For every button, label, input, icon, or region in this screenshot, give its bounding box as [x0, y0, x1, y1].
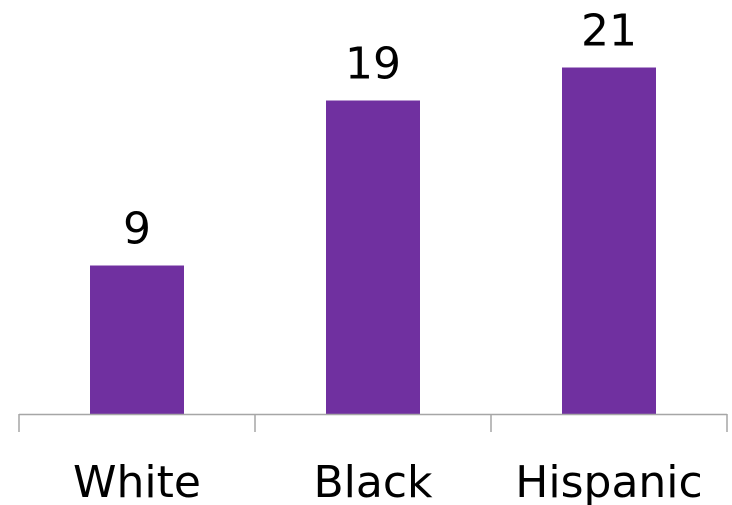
bar-hispanic — [562, 67, 656, 414]
category-label-black: Black — [313, 457, 433, 505]
x-axis — [18, 413, 728, 432]
value-labels-group: 9 19 21 — [123, 6, 637, 255]
data-label-white: 9 — [123, 204, 151, 255]
data-label-black: 19 — [345, 39, 401, 90]
category-label-hispanic: Hispanic — [515, 457, 702, 505]
data-label-hispanic: 21 — [581, 6, 637, 57]
bar-white — [90, 265, 184, 414]
bar-black — [326, 100, 420, 414]
category-labels-group: White Black Hispanic — [73, 457, 703, 505]
bars-group — [90, 67, 656, 414]
category-label-white: White — [73, 457, 201, 505]
